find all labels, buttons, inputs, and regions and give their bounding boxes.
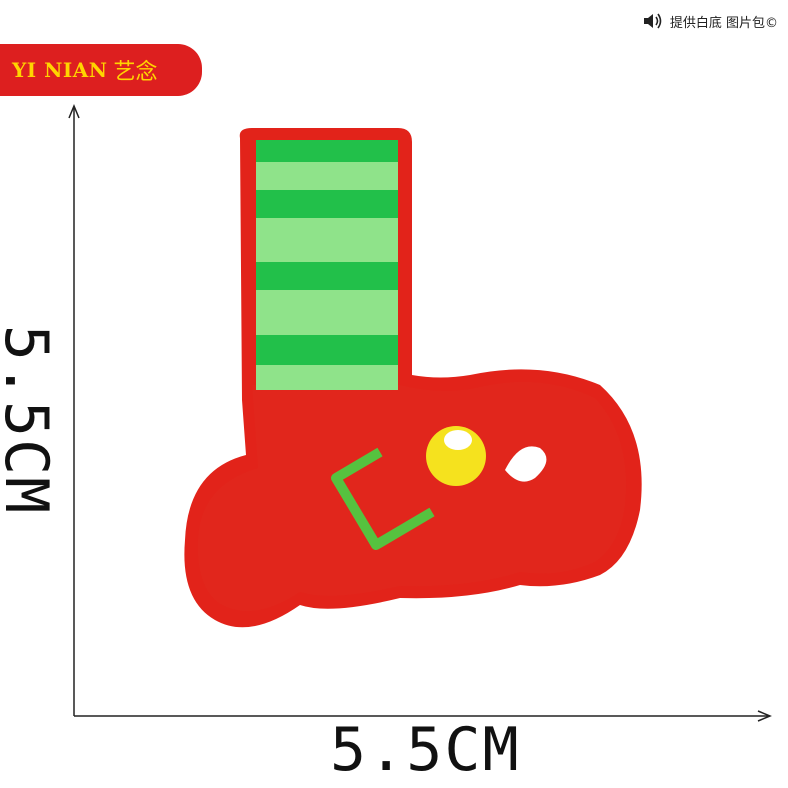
bell-highlight xyxy=(444,430,472,450)
striped-shaft xyxy=(256,140,398,390)
